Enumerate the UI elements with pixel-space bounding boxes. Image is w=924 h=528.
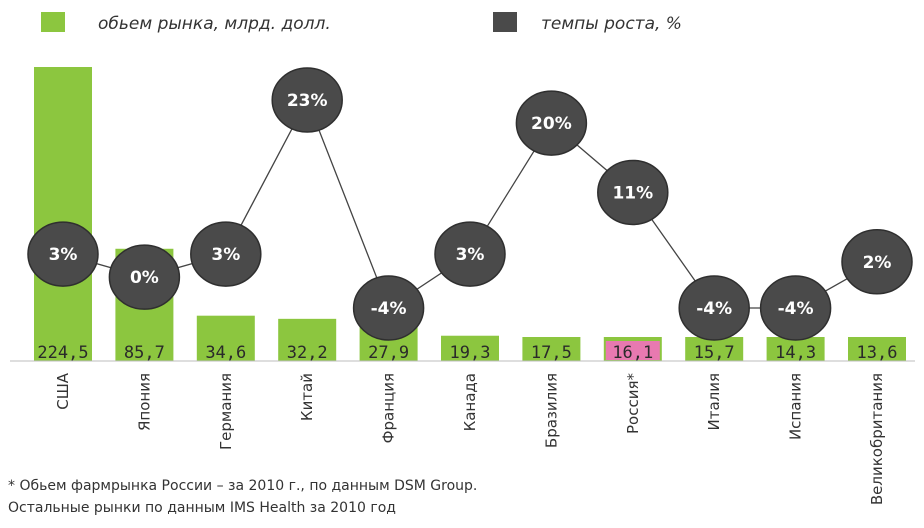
growth-label-8: -4%	[696, 299, 732, 319]
category-label-6: Бразилия	[542, 373, 560, 448]
legend-market-swatch	[41, 12, 65, 32]
category-label-0: США	[54, 372, 72, 410]
growth-label-7: 11%	[612, 183, 653, 203]
bar-0	[34, 67, 92, 361]
growth-label-0: 3%	[49, 245, 78, 265]
growth-label-10: 2%	[863, 253, 892, 273]
bar-3	[278, 318, 337, 361]
bar-value-labels: 224,5 85,7 34,6 32,2 27,9 19,3 17,5 16,1 15,7 14,…	[37, 343, 897, 363]
bar-9	[766, 337, 825, 361]
bar-value-label-10: 13,6	[857, 343, 898, 363]
legend-growth-swatch	[493, 12, 517, 32]
growth-label-3: 23%	[287, 91, 328, 111]
category-label-9: Испания	[787, 373, 805, 440]
growth-bubble-7	[597, 159, 669, 226]
growth-bubble-3	[271, 67, 343, 133]
growth-label-1: 0%	[130, 268, 159, 288]
bar-value-label-5: 19,3	[450, 343, 491, 363]
category-label-5: Канада	[461, 373, 479, 431]
bar-value-label-2: 34,6	[205, 343, 246, 363]
bar-8	[685, 337, 744, 361]
bar-value-label-9: 14,3	[775, 343, 816, 363]
legend-growth-label: темпы роста, %	[541, 14, 682, 34]
growth-label-4: -4%	[371, 299, 407, 319]
legend-market-label: обьем рынка, млрд. долл.	[98, 14, 331, 34]
category-label-8: Италия	[705, 373, 723, 431]
growth-bubbles: 3% 0% 3% 23% -4% 3% 20% 11% -4% -4% 2%	[27, 67, 913, 341]
growth-bubble-9	[759, 275, 832, 341]
bar-value-label-3: 32,2	[287, 343, 328, 363]
growth-bubble-6	[515, 90, 588, 156]
growth-label-5: 3%	[456, 245, 485, 265]
bar-value-label-4: 27,9	[368, 343, 409, 363]
bar-value-label-6: 17,5	[531, 343, 572, 363]
bar-value-label-0: 224,5	[37, 343, 88, 363]
legend: обьем рынка, млрд. долл. темпы роста, %	[41, 12, 682, 34]
growth-bubble-0	[27, 221, 99, 287]
growth-label-6: 20%	[531, 114, 572, 134]
growth-bubble-5	[434, 221, 506, 287]
growth-bubble-8	[678, 275, 750, 341]
growth-bubble-1	[108, 244, 181, 310]
growth-bubble-10	[841, 229, 913, 295]
growth-label-2: 3%	[211, 245, 240, 265]
bar-value-label-8: 15,7	[694, 343, 735, 363]
growth-label-9: -4%	[778, 299, 814, 319]
growth-bubble-4	[352, 275, 425, 341]
bar-10	[848, 337, 906, 361]
bar-6	[522, 337, 581, 361]
bar-2	[196, 315, 255, 361]
category-label-1: Япония	[135, 373, 153, 431]
category-label-2: Германия	[217, 373, 235, 450]
bar-value-label-1: 85,7	[124, 343, 165, 363]
category-label-3: Китай	[298, 373, 316, 421]
footnote-line-2: Остальные рынки по данным IMS Health за …	[8, 500, 396, 516]
category-label-7: Россия*	[624, 373, 642, 434]
footnote-line-1: * Обьем фармрынка России – за 2010 г., п…	[8, 478, 478, 494]
bar-value-label-7: 16,1	[612, 343, 653, 363]
bar-5	[441, 335, 499, 361]
category-label-4: Франция	[380, 373, 398, 443]
growth-bubble-2	[190, 221, 262, 287]
bar-value-highlight	[605, 341, 660, 360]
category-labels: США Япония Германия Китай Франция Канада Брази…	[54, 372, 886, 505]
category-label-10: Великобритания	[868, 373, 886, 505]
